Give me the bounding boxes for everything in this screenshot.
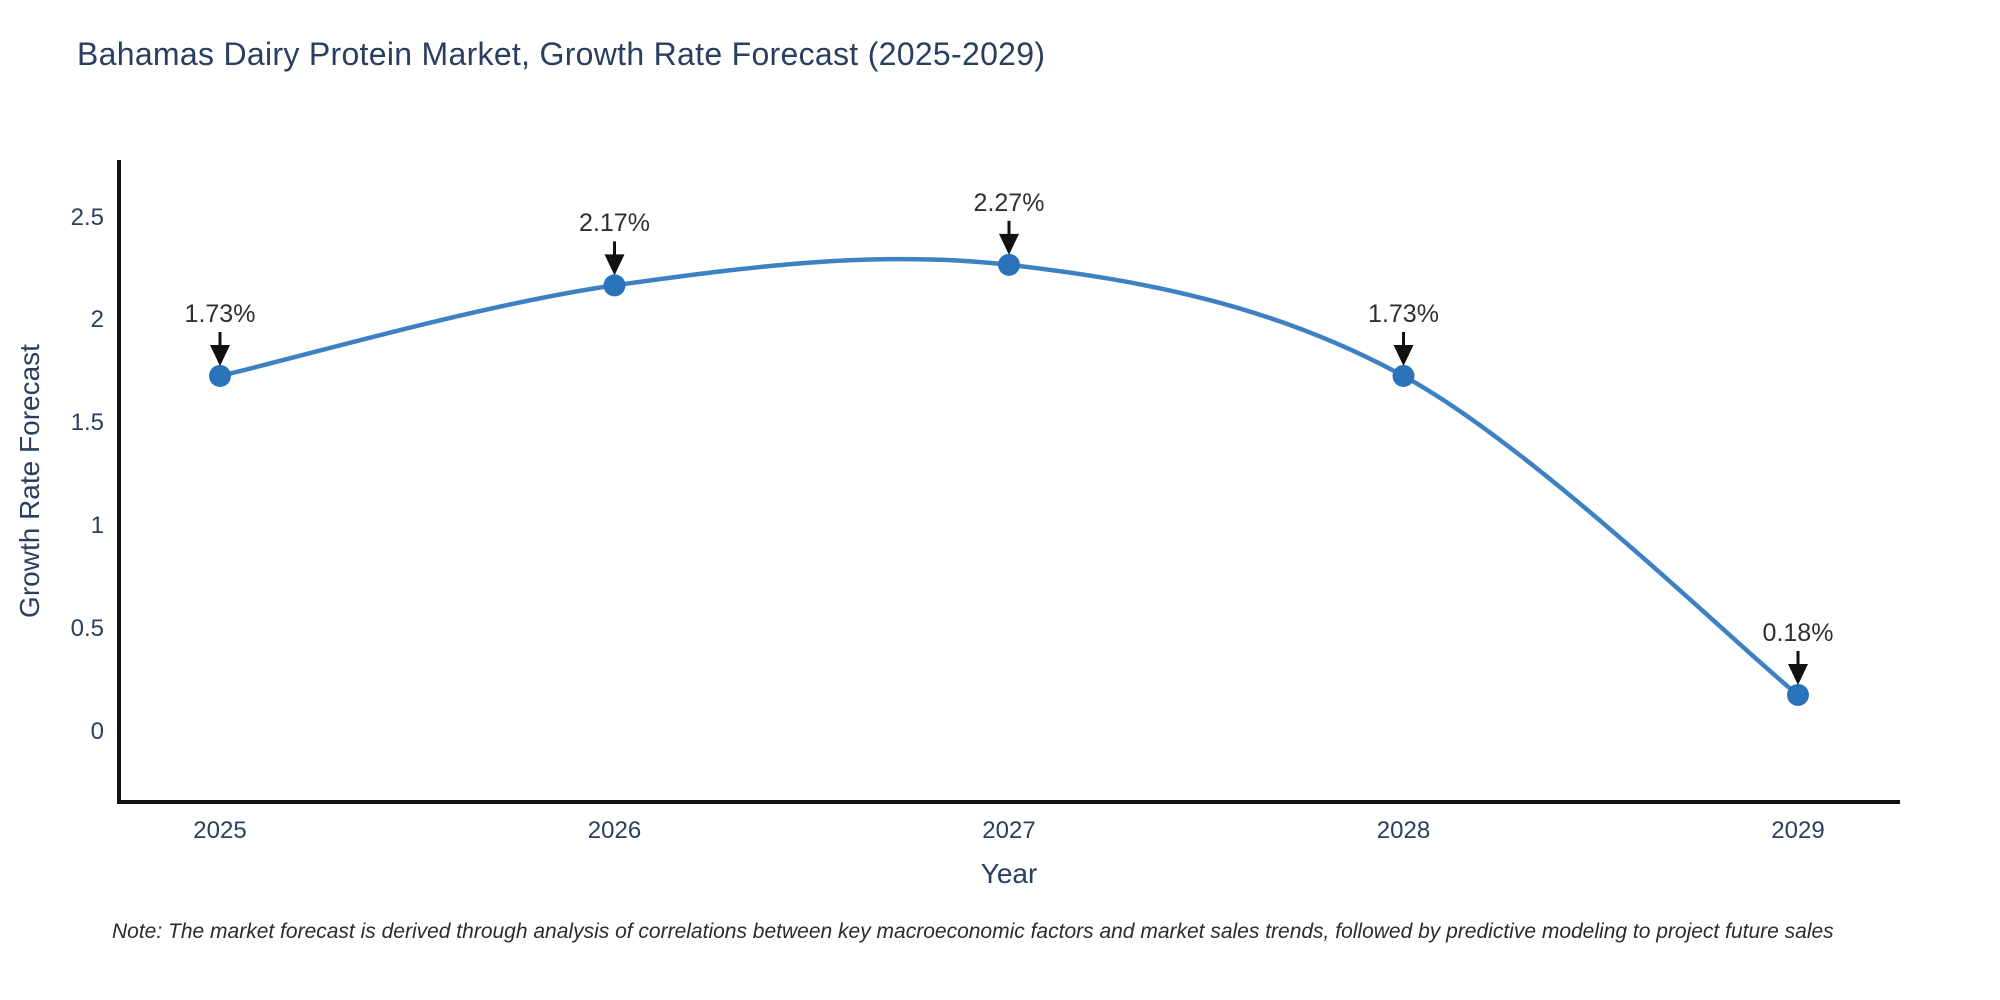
annotation-arrows xyxy=(210,220,1808,685)
x-tick-2028: 2028 xyxy=(1376,817,1431,844)
annotation-arrowhead-icon xyxy=(210,344,230,366)
x-tick-2029: 2029 xyxy=(1771,817,1825,844)
point-label-2027: 2.27% xyxy=(973,188,1045,217)
y-tick-1: 1 xyxy=(90,512,104,540)
point-label-2025: 1.73% xyxy=(184,299,256,328)
point-label-2029: 0.18% xyxy=(1762,618,1834,647)
forecast-spline-line xyxy=(219,256,1800,697)
x-tick-2026: 2026 xyxy=(587,817,642,844)
chart-title: Bahamas Dairy Protein Market, Growth Rat… xyxy=(77,36,1046,72)
x-tick-2025: 2025 xyxy=(193,817,247,844)
data-point-2026[interactable] xyxy=(603,274,626,297)
data-point-2029[interactable] xyxy=(1787,683,1809,706)
data-point-2027[interactable] xyxy=(998,253,1020,276)
data-point-2025[interactable] xyxy=(209,364,231,387)
y-axis-title: Growth Rate Forecast xyxy=(14,344,45,618)
annotation-arrowhead-icon xyxy=(1788,663,1808,685)
y-tick-0: 0 xyxy=(90,718,104,745)
y-tick-2.5: 2.5 xyxy=(70,203,104,231)
data-point-markers xyxy=(209,253,1809,706)
y-tick-1.5: 1.5 xyxy=(70,409,104,437)
y-tick-0.5: 0.5 xyxy=(70,615,104,643)
y-tick-2: 2 xyxy=(90,306,104,334)
point-label-2028: 1.73% xyxy=(1368,299,1439,328)
chart-note: Note: The market forecast is derived thr… xyxy=(112,920,1834,943)
annotation-arrowhead-icon xyxy=(999,233,1019,255)
x-tick-2027: 2027 xyxy=(982,817,1036,844)
point-label-2026: 2.17% xyxy=(579,209,650,238)
x-axis-title: Year xyxy=(980,858,1038,889)
annotation-arrowhead-icon xyxy=(604,254,625,276)
annotation-arrowhead-icon xyxy=(1393,344,1414,366)
data-point-2028[interactable] xyxy=(1392,364,1415,387)
